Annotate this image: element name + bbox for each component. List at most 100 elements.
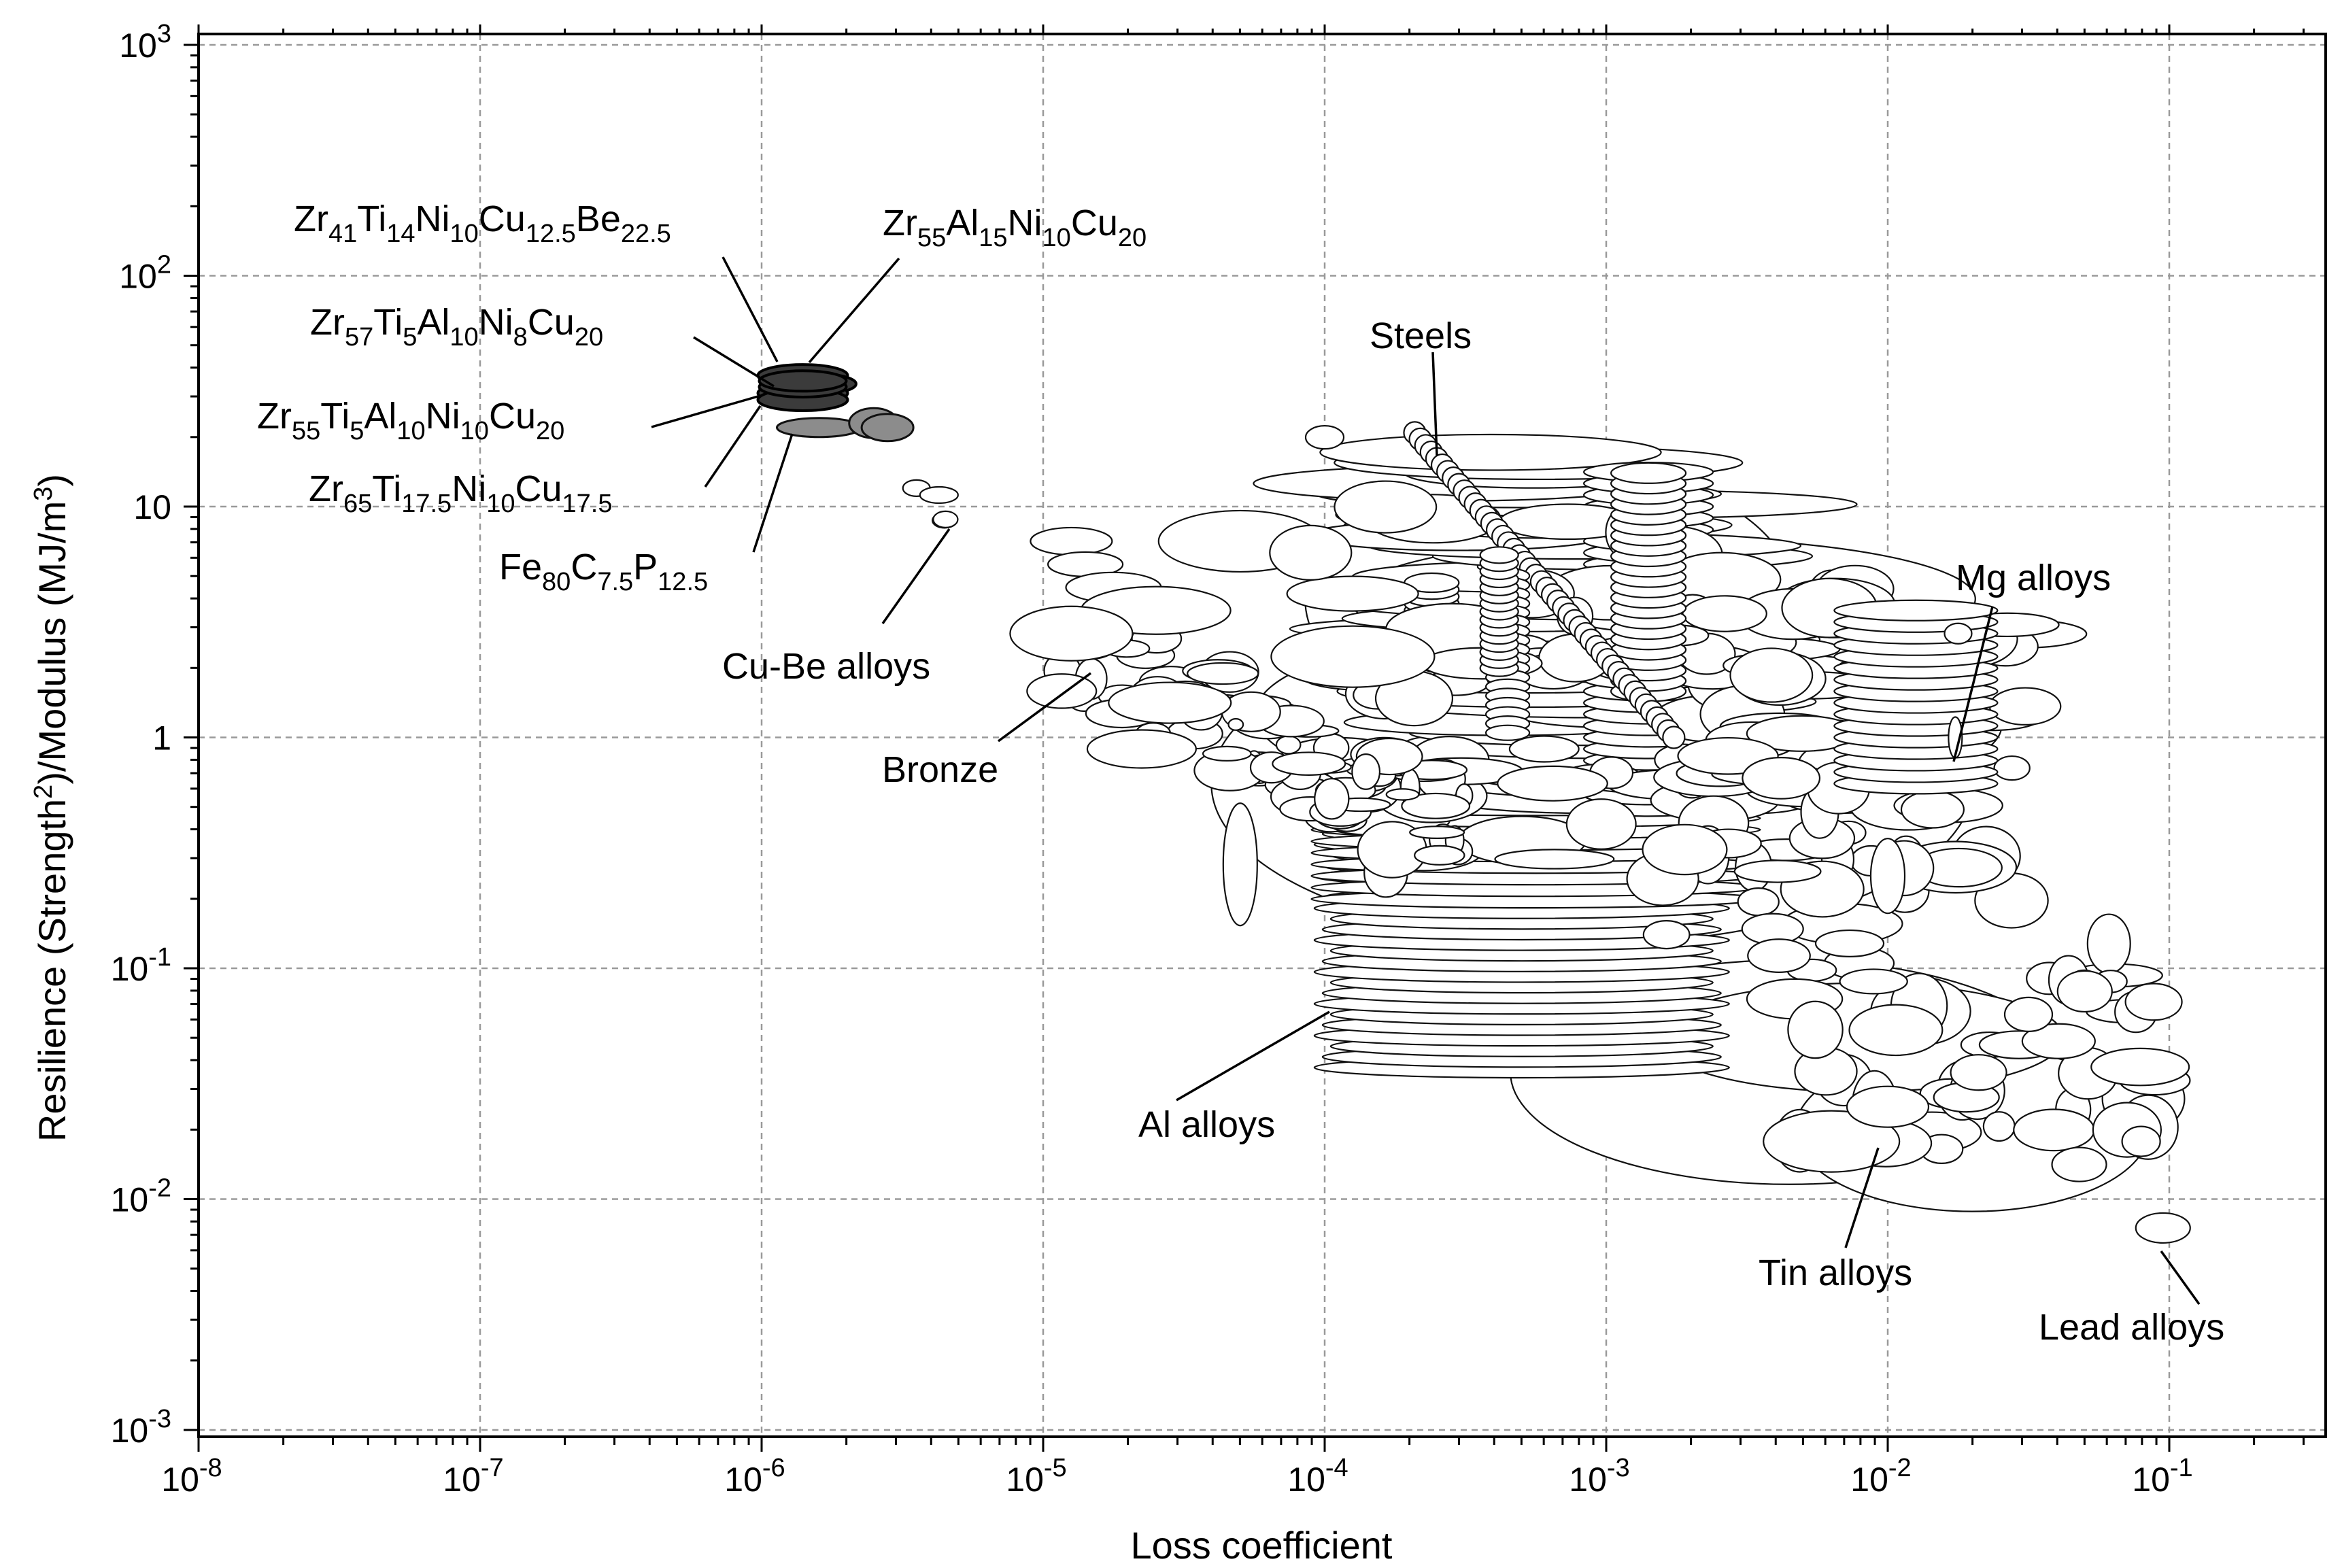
zr65-label: Zr65Ti17.5Ni10Cu17.5 — [309, 468, 612, 518]
material-bubble — [2090, 1047, 2190, 1087]
material-bubble — [1833, 599, 1999, 621]
material-bubble — [1314, 778, 1350, 820]
annotation-leader — [752, 433, 794, 553]
material-bubble — [2121, 1125, 2161, 1157]
x-axis-label: Loss coefficient — [1131, 1524, 1393, 1567]
material-bubble — [1319, 433, 1662, 471]
material-bubble — [1409, 825, 1465, 839]
material-bubble — [1108, 681, 1232, 724]
material-bubble — [1351, 753, 1381, 790]
material-bubble — [1747, 938, 1811, 973]
material-bubble — [2051, 1146, 2107, 1182]
material-bubble — [2124, 983, 2183, 1021]
metallic-glass-bubble — [758, 369, 848, 393]
al-alloys-label: Al alloys — [1138, 1104, 1275, 1145]
material-bubble — [1642, 919, 1691, 950]
material-bubble — [1508, 735, 1580, 763]
annotation-leader — [704, 405, 762, 488]
material-bubble — [1814, 929, 1885, 957]
annotation-leader — [1431, 352, 1438, 456]
annotation-leader — [881, 528, 951, 625]
lead-alloys-label: Lead alloys — [2039, 1307, 2224, 1348]
material-bubble — [1202, 745, 1252, 762]
annotations: Zr41Ti14Ni10Cu12.5Be22.5 Zr55Al15Ni10Cu20… — [257, 199, 2224, 1348]
material-bubble — [1565, 798, 1637, 850]
material-bubble — [1982, 1111, 2016, 1142]
x-tick-label: 10-4 — [1287, 1454, 1348, 1499]
material-bubble — [1729, 647, 1814, 703]
material-bubble — [1385, 788, 1420, 801]
material-bubble — [1275, 735, 1302, 755]
material-bubble — [1304, 425, 1345, 450]
material-bubble — [1662, 726, 1686, 749]
annotation-leader — [693, 336, 775, 388]
x-tick-label: 10-8 — [161, 1454, 222, 1499]
y-tick-label: 10 — [133, 488, 171, 526]
cube-label: Cu-Be alloys — [722, 646, 930, 687]
annotation-leader — [808, 257, 900, 364]
material-bubble — [1642, 823, 1728, 876]
material-bubble — [1270, 625, 1436, 688]
zr55al-label: Zr55Al15Ni10Cu20 — [883, 203, 1147, 252]
y-tick-label: 1 — [152, 719, 171, 757]
material-bubble — [1334, 480, 1438, 534]
zr55ti-label: Zr55Ti5Al10Ni10Cu20 — [257, 396, 564, 445]
material-bubble — [2056, 970, 2113, 1013]
fe80-label: Fe80C7.5P12.5 — [499, 547, 708, 596]
material-bubble — [919, 485, 959, 505]
material-bubble — [1682, 595, 1767, 632]
bronze-label: Bronze — [882, 749, 998, 790]
steels-label: Steels — [1370, 316, 1472, 356]
y-tick-label: 10-3 — [111, 1405, 171, 1450]
zr41-label: Zr41Ti14Ni10Cu12.5Be22.5 — [294, 199, 671, 248]
annotation-leader — [997, 672, 1092, 743]
material-bubble — [2003, 996, 2054, 1033]
material-bubble — [1993, 755, 2031, 781]
x-tick-label: 10-3 — [1569, 1454, 1629, 1499]
material-bubble — [1187, 662, 1259, 685]
material-bubble — [1848, 1004, 1944, 1057]
y-axis-label: Resilience (Strength2)/Modulus (MJ/m3) — [29, 474, 73, 1142]
tin-alloys-label: Tin alloys — [1759, 1252, 1912, 1293]
annotation-leader — [2160, 1250, 2201, 1306]
material-bubble — [1401, 792, 1471, 819]
mg-alloys-label: Mg alloys — [1956, 558, 2111, 598]
material-bubble — [1009, 605, 1134, 662]
x-tick-label: 10-5 — [1006, 1454, 1066, 1499]
annotation-leader — [651, 394, 761, 428]
material-bubble — [1737, 887, 1780, 917]
x-tick-label: 10-6 — [724, 1454, 785, 1499]
material-bubble — [1479, 546, 1519, 564]
material-bubble — [1950, 1054, 2007, 1091]
material-bubble — [1222, 802, 1258, 927]
material-bubble — [1497, 765, 1608, 802]
material-bubble — [1494, 849, 1615, 870]
axis-ticks: 10-8 10-7 10-6 10-5 10-4 10-3 10-2 10-1 10-3 10-2… — [111, 20, 2305, 1499]
material-bubble — [1742, 757, 1821, 800]
material-bubble — [1944, 622, 1973, 645]
zr57-label: Zr57Ti5Al10Ni8Cu20 — [310, 302, 603, 352]
y-tick-label: 10-1 — [111, 943, 171, 988]
y-tick-label: 10-2 — [111, 1174, 171, 1219]
material-bubble — [1485, 724, 1531, 741]
group-marker — [2135, 1212, 2191, 1244]
material-bubble — [1988, 687, 2062, 726]
annotation-leader — [1176, 1010, 1330, 1102]
material-bubble — [1869, 838, 1906, 915]
material-bubble — [2086, 913, 2131, 974]
material-bubble — [1610, 462, 1687, 484]
metallic-glass-bubble — [860, 413, 915, 443]
annotation-leaders — [651, 256, 2201, 1306]
material-bubble — [1787, 1000, 1844, 1059]
material-bubble — [1026, 673, 1098, 709]
material-bubble — [1839, 968, 1908, 995]
material-bubble — [1414, 845, 1465, 866]
annotation-leader — [1952, 606, 1994, 762]
material-bubble — [1086, 729, 1198, 769]
x-tick-label: 10-7 — [443, 1454, 503, 1499]
material-bubble — [1846, 1085, 1930, 1128]
x-tick-label: 10-2 — [1850, 1454, 1911, 1499]
y-tick-label: 103 — [119, 20, 171, 65]
group-marker — [932, 510, 959, 528]
